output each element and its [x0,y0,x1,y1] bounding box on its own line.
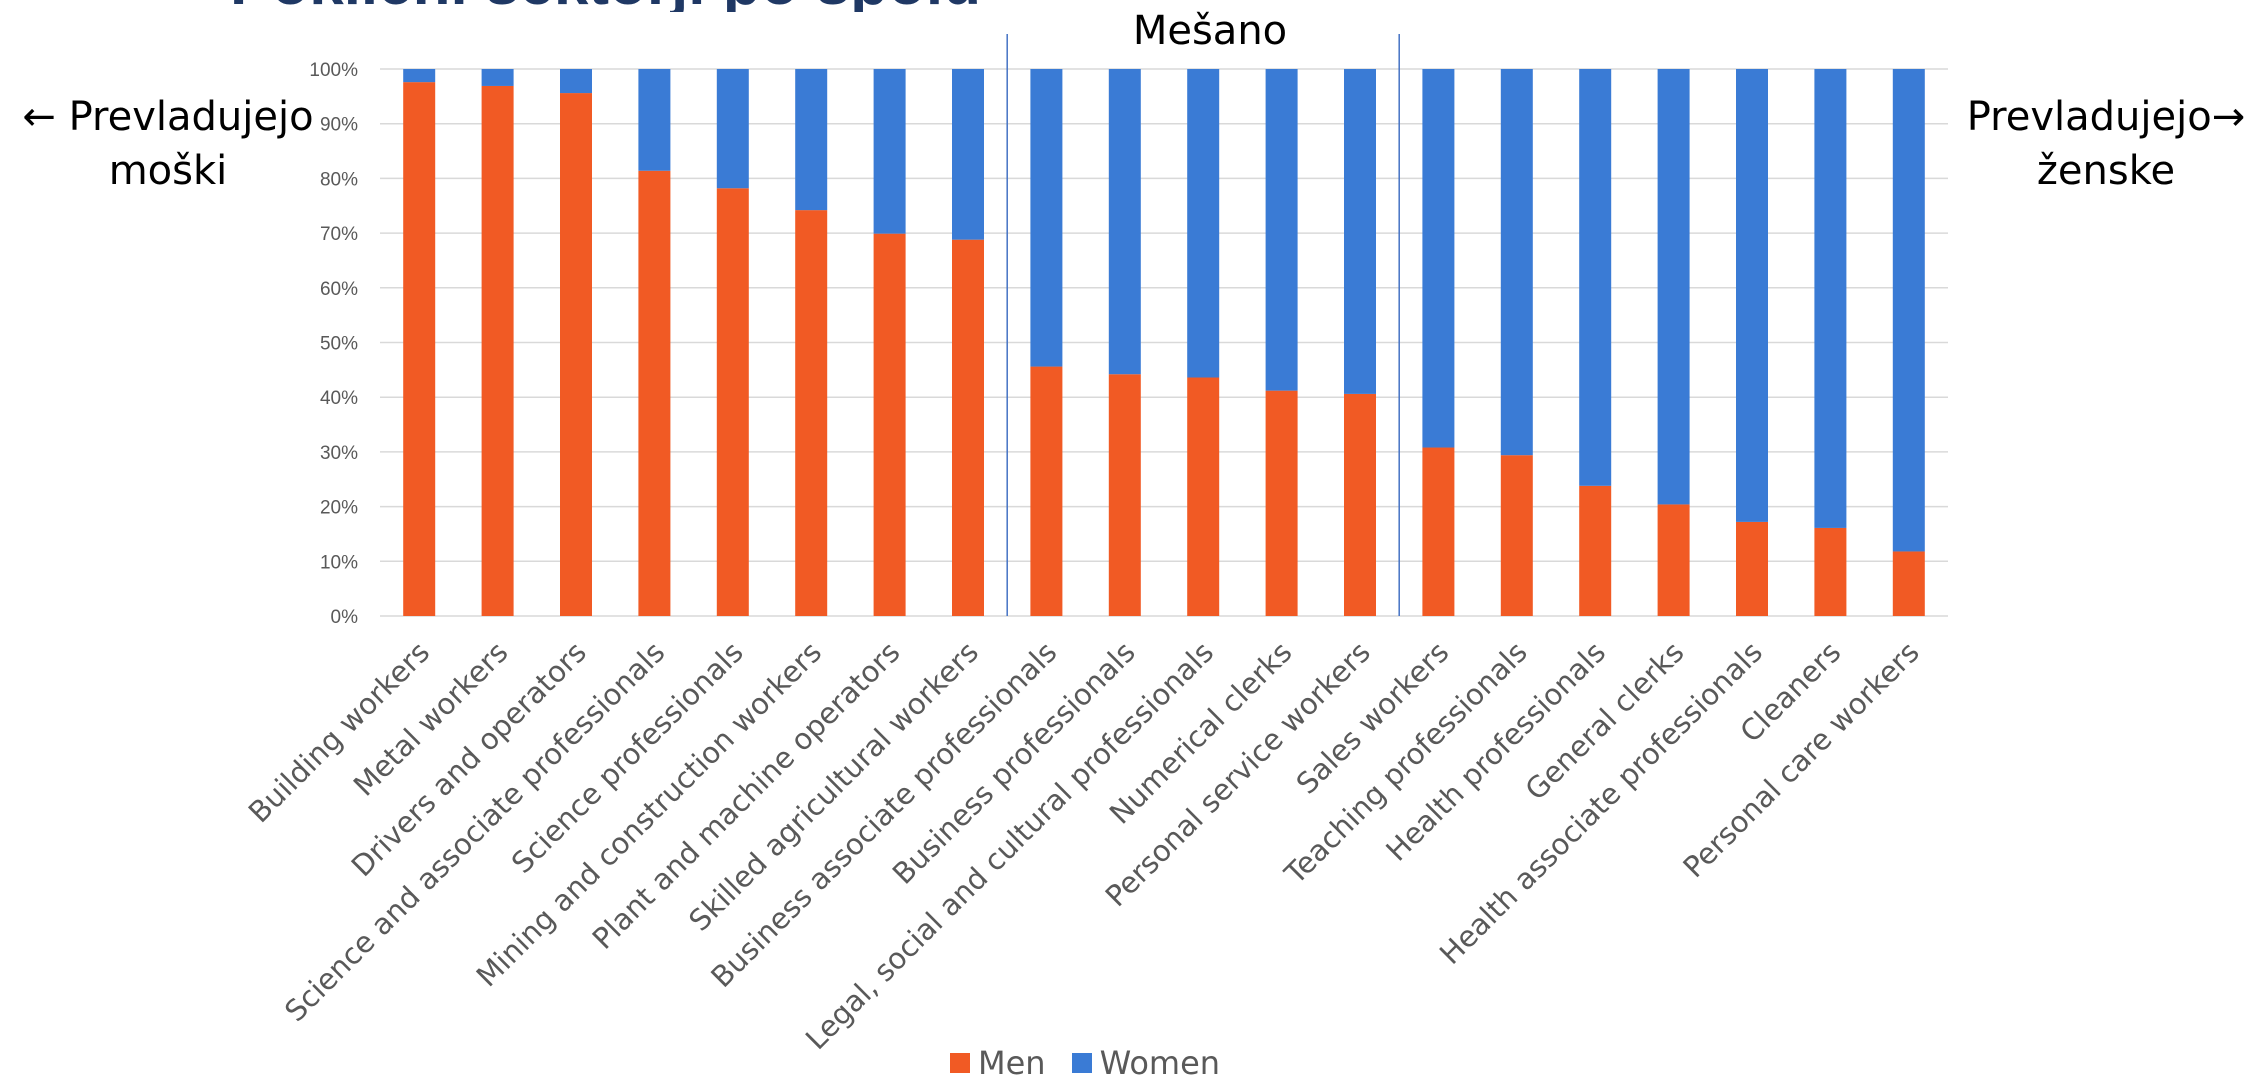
bar-men [1422,447,1455,616]
y-tick-label: 30% [320,443,358,464]
bar-men [481,85,514,616]
bar-women [560,69,592,94]
bar-men [1265,390,1298,616]
female-dominated-label-line2: ženske [2036,148,2176,194]
bar-women [1187,69,1220,378]
bar-women [1108,69,1141,375]
bar-women [481,69,514,86]
y-tick-label: 20% [320,498,358,519]
male-dominated-label-line1: ← Prevladujejo [22,94,314,140]
bar-men [1108,374,1141,616]
legend-swatch-women [1071,1053,1092,1073]
mixed-region-label: Mešano [1132,8,1288,54]
male-dominated-label: ← Prevladujejo moški [8,90,328,198]
male-dominated-label-line2: moški [108,148,228,194]
bar-men [873,233,906,616]
bar-men [1736,521,1768,616]
legend-item-women: Women [1071,1044,1221,1082]
y-tick-label: 80% [320,169,358,190]
bar-men [403,82,436,617]
bar-women [1422,69,1455,448]
bar-men [1579,485,1612,616]
bar-women [1579,69,1612,486]
bar-women [716,69,749,189]
bar-women [952,69,984,240]
bar-women [873,69,906,234]
bar-men [560,93,592,617]
female-dominated-label: Prevladujejo→ ženske [1956,90,2255,198]
y-tick-label: 60% [320,279,358,300]
bar-women [1344,69,1376,394]
bar-men [1814,527,1847,616]
bar-men [1500,455,1533,616]
bar-women [1657,69,1690,505]
slide-title: Poklicni sektorji po spolu [230,0,990,12]
legend-label-men: Men [978,1044,1046,1082]
bar-men [1892,551,1925,616]
female-dominated-label-line1: Prevladujejo→ [1966,94,2246,140]
bar-women [1500,69,1533,456]
bar-women [795,69,828,211]
bar-women [1030,69,1063,367]
bar-women [638,69,671,171]
bar-women [1814,69,1847,528]
bar-women [403,69,436,83]
bar-men [638,170,671,616]
y-tick-label: 100% [309,60,358,81]
bar-women [1265,69,1298,391]
legend-item-men: Men [950,1044,1046,1082]
y-tick-label: 90% [320,115,358,136]
bar-men [716,188,749,616]
y-tick-label: 50% [320,334,358,355]
chart-legend: Men Women [950,1044,1221,1082]
bar-men [1187,377,1220,616]
y-tick-label: 40% [320,388,358,409]
bar-men [1657,504,1690,616]
bar-women [1892,69,1925,552]
y-tick-label: 10% [320,552,358,573]
bar-women [1736,69,1768,522]
legend-swatch-men [950,1053,970,1073]
bar-men [1030,366,1063,616]
bar-men [1344,393,1376,616]
legend-label-women: Women [1099,1044,1221,1082]
bar-men [952,239,984,616]
bar-men [795,210,828,616]
y-tick-label: 0% [331,607,359,628]
y-tick-label: 70% [320,224,358,245]
